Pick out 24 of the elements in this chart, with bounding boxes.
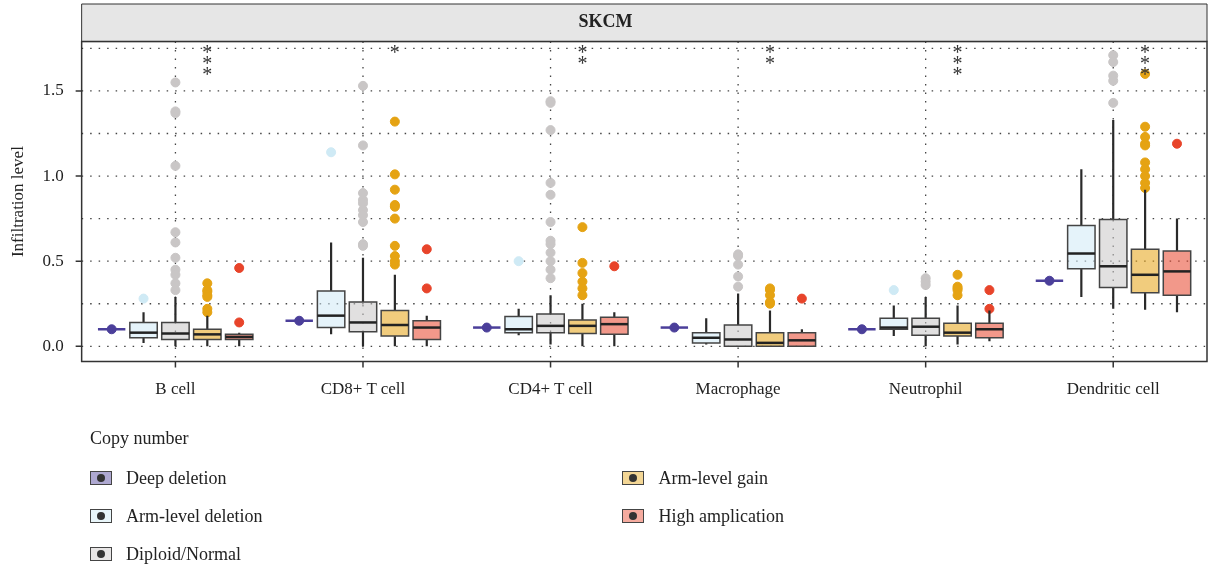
y-tick-label: 0.0 <box>42 335 64 355</box>
legend-label: Arm-level gain <box>658 467 768 489</box>
x-tick-label: Dendritic cell <box>1066 379 1160 399</box>
legend-label: High amplication <box>658 505 784 527</box>
annotation: *** <box>202 40 213 85</box>
legend-label: Deep deletion <box>126 467 227 489</box>
y-tick-label: 1.0 <box>42 165 64 185</box>
y-tick-label: 0.5 <box>42 250 64 270</box>
y-tick-label: 1.5 <box>42 80 64 100</box>
annotation: * <box>389 40 400 63</box>
chart-title: SKCM <box>578 11 633 32</box>
legend-label: Diploid/Normal <box>126 543 241 565</box>
annotation: *** <box>952 40 963 85</box>
x-tick-label: CD8+ T cell <box>320 379 406 399</box>
legend-label: Arm-level deletion <box>126 505 263 527</box>
annotation: ** <box>764 40 775 74</box>
y-axis-title: Infiltration level <box>7 145 27 258</box>
x-tick-label: CD4+ T cell <box>508 379 594 399</box>
x-tick-label: Neutrophil <box>888 379 963 399</box>
annotation: *** <box>1140 40 1151 85</box>
legend-title: Copy number <box>90 428 190 449</box>
x-tick-label: B cell <box>155 379 196 399</box>
annotation: ** <box>577 40 588 74</box>
x-tick-label: Macrophage <box>695 379 781 399</box>
